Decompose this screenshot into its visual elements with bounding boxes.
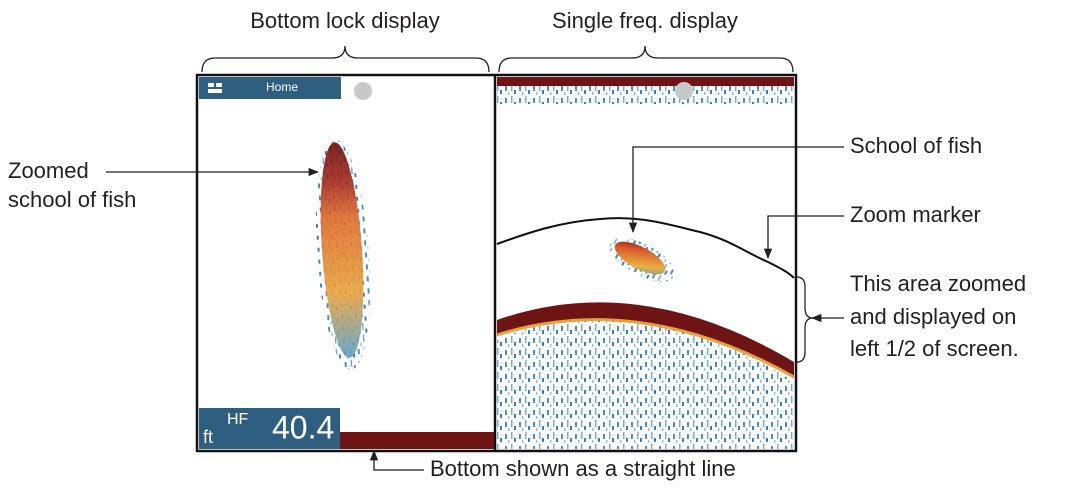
unit: ft <box>203 427 213 447</box>
icon <box>216 83 222 87</box>
home-button[interactable] <box>199 77 341 99</box>
surface <box>497 77 794 86</box>
indicator <box>675 82 693 100</box>
annotation: Zoom marker <box>850 202 981 227</box>
bottom-line <box>340 432 494 449</box>
sediment <box>497 317 794 449</box>
annotation: Bottom shown as a straight line <box>430 456 736 481</box>
surface-noise <box>497 86 794 104</box>
home-label[interactable]: Home <box>266 80 298 94</box>
annotation: This area zoomed <box>850 271 1026 296</box>
bracket <box>498 45 794 73</box>
depth: 40.4 <box>272 409 334 445</box>
section-title: Bottom lock display <box>250 8 440 33</box>
zoom-marker <box>496 217 795 279</box>
annotation: School of fish <box>850 133 982 158</box>
frequency: HF <box>227 411 249 428</box>
indicator <box>354 82 372 100</box>
annotation: school of fish <box>8 187 136 212</box>
seabed <box>497 302 794 378</box>
fish-school <box>320 142 364 358</box>
depth-box <box>199 408 340 449</box>
leader <box>369 449 424 471</box>
icon <box>208 83 214 87</box>
bracket <box>796 276 814 363</box>
bracket <box>201 45 490 73</box>
seabed-edge <box>496 318 795 379</box>
leader <box>628 146 844 234</box>
leader <box>763 215 844 260</box>
annotation: left 1/2 of screen. <box>850 336 1019 361</box>
fish-school <box>614 241 666 275</box>
section-title: Single freq. display <box>552 8 738 33</box>
annotation: and displayed on <box>850 304 1016 329</box>
annotation: Zoomed <box>8 158 89 183</box>
icon <box>208 89 222 93</box>
